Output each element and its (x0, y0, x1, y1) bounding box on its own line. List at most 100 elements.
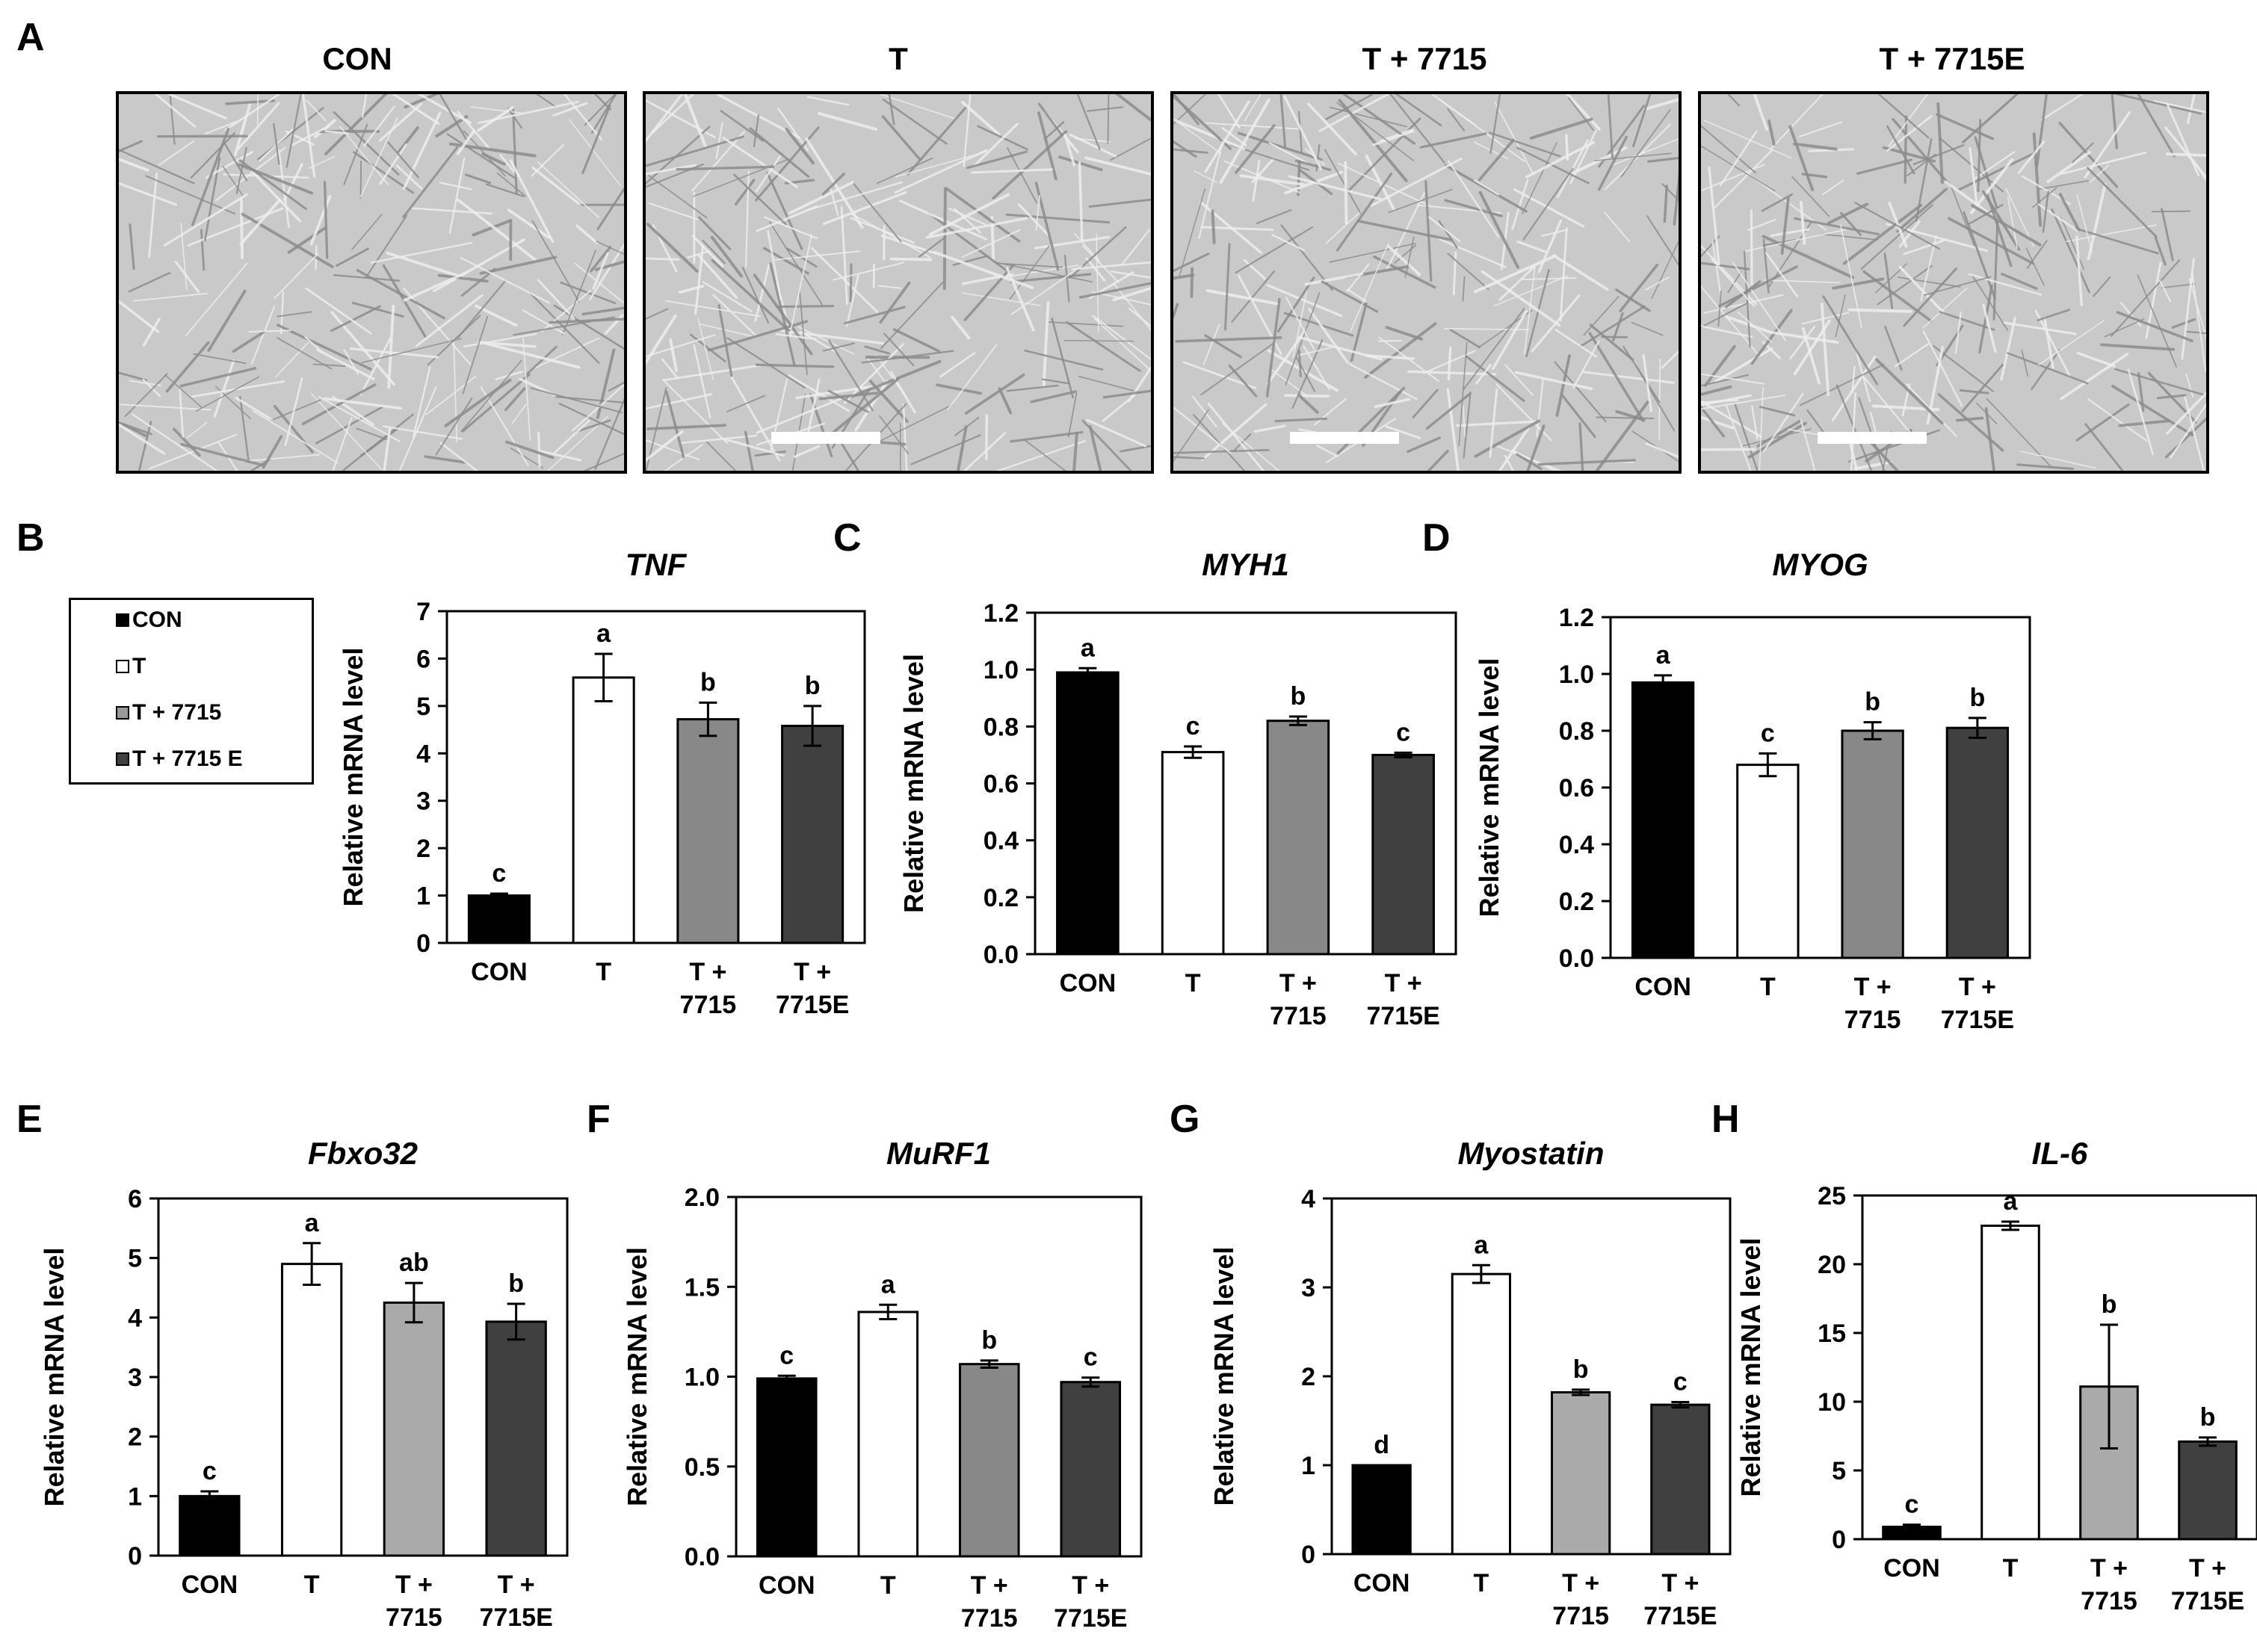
cell-fiber (678, 434, 758, 445)
cell-fiber (1076, 94, 1101, 151)
cell-fiber (1395, 94, 1442, 127)
cell-fiber (361, 338, 463, 364)
significance-letter: a (881, 1270, 896, 1299)
cell-fiber (132, 413, 219, 471)
cell-fiber (945, 187, 1021, 243)
cell-fiber (1374, 397, 1411, 408)
cell-fiber (205, 120, 237, 134)
y-tick-label: 1 (416, 882, 430, 911)
cell-fiber (1572, 340, 1600, 389)
cell-fiber (828, 339, 874, 412)
cell-fiber (1110, 270, 1151, 279)
x-tick-label: T (880, 1571, 896, 1600)
cell-fiber (878, 94, 957, 120)
cell-fiber (822, 342, 855, 352)
cell-fiber (1389, 94, 1445, 164)
cell-fiber (646, 257, 680, 261)
cell-fiber (353, 151, 414, 194)
cell-fiber (1109, 137, 1151, 161)
panel-letter-e: E (16, 1098, 43, 1141)
y-axis-label-fbxo32: Relative mRNA level (39, 1248, 70, 1507)
cell-fiber (1853, 344, 1871, 403)
cell-fiber (712, 294, 759, 338)
cell-fiber (706, 441, 737, 471)
cell-fiber (1984, 406, 1995, 471)
cell-fiber (1087, 106, 1124, 112)
cell-fiber (1102, 394, 1136, 422)
cell-fiber (1325, 211, 1362, 244)
cell-fiber (1961, 363, 2004, 412)
cell-fiber (1173, 94, 1232, 150)
cell-fiber (754, 263, 771, 322)
cell-fiber (1394, 244, 1417, 264)
cell-fiber (351, 301, 404, 318)
cell-fiber (1552, 254, 1609, 291)
cell-fiber (1851, 365, 1856, 394)
cell-fiber (332, 417, 353, 471)
cell-fiber (479, 256, 558, 275)
cell-fiber (581, 306, 624, 316)
cell-fiber (333, 273, 401, 282)
cell-fiber (774, 250, 861, 261)
y-tick-label: 0.4 (1559, 831, 1594, 859)
y-tick-label: 0.6 (1559, 774, 1594, 802)
cell-fiber (460, 256, 550, 304)
cell-fiber (2025, 247, 2045, 286)
cell-fiber (590, 246, 612, 273)
cell-fiber (1308, 307, 1349, 364)
cell-fiber (1856, 158, 1912, 175)
cell-fiber (1788, 125, 1815, 191)
cell-fiber (880, 282, 944, 350)
x-tick-label: 7715E (2171, 1587, 2244, 1615)
cell-fiber (1860, 204, 1933, 270)
cell-fiber (273, 123, 280, 165)
cell-fiber (793, 445, 821, 458)
cell-fiber (1388, 188, 1453, 214)
cell-fiber (1957, 151, 2037, 191)
significance-letter: b (700, 668, 716, 696)
cell-fiber (754, 450, 786, 457)
cell-fiber (2087, 182, 2107, 261)
cell-fiber (540, 450, 582, 462)
cell-fiber (1304, 272, 1364, 286)
cell-fiber (119, 371, 148, 382)
cell-fiber (343, 349, 359, 375)
cell-fiber (572, 383, 624, 432)
cell-fiber (1642, 353, 1652, 412)
cell-fiber (232, 330, 265, 353)
cell-fiber (1463, 392, 1472, 459)
cell-fiber (1651, 240, 1679, 300)
cell-fiber (1701, 145, 1776, 192)
cell-fiber (1793, 142, 1838, 151)
cell-fiber (1565, 94, 1601, 131)
cell-fiber (1915, 137, 1933, 222)
cell-fiber (1276, 276, 1315, 332)
cell-fiber (1271, 234, 1306, 252)
cell-fiber (310, 392, 382, 470)
cell-fiber (370, 241, 473, 264)
cell-fiber (1265, 297, 1281, 397)
cell-fiber (1492, 309, 1528, 371)
cell-fiber (323, 397, 402, 410)
cell-fiber (646, 314, 677, 366)
significance-letter: c (1761, 719, 1775, 747)
x-tick-label: T + (395, 1571, 433, 1599)
cell-fiber (741, 266, 770, 324)
cell-fiber (525, 345, 558, 376)
cell-fiber (1173, 140, 1197, 158)
cell-fiber (1438, 220, 1458, 249)
bar-myog-2 (1841, 729, 1904, 959)
cell-fiber (963, 263, 1015, 321)
cell-fiber (1750, 309, 1793, 365)
cell-fiber (2076, 351, 2116, 368)
cell-fiber (2038, 320, 2105, 366)
cell-fiber (200, 229, 206, 271)
cell-fiber (1579, 305, 1646, 347)
cell-fiber (1093, 318, 1151, 372)
micrograph-con (116, 91, 627, 474)
cell-fiber (1385, 425, 1421, 439)
y-tick-label: 0.6 (984, 770, 1019, 799)
cell-fiber (1373, 255, 1436, 289)
cell-fiber (1364, 322, 1437, 379)
cell-fiber (552, 102, 588, 117)
